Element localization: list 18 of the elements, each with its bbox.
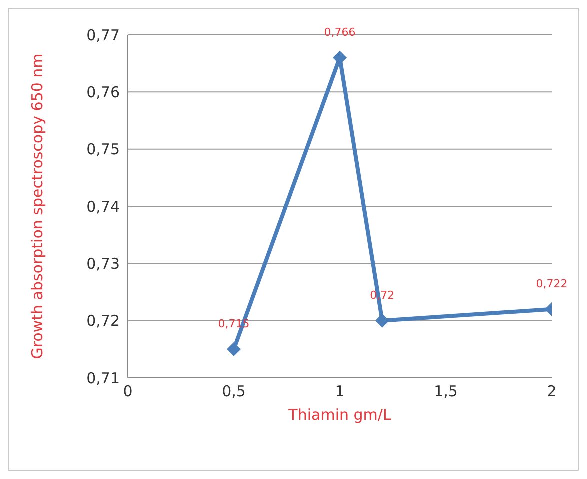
y-tick-label: 0,71 <box>86 369 120 388</box>
x-tick-label: 1,5 <box>434 382 458 401</box>
point <box>227 342 241 356</box>
y-tick-label: 0,76 <box>86 83 120 102</box>
data-label: 0,722 <box>536 277 568 290</box>
x-tick-label: 2 <box>547 382 557 401</box>
x-tick-label: 0,5 <box>222 382 246 401</box>
y-tick-label: 0,77 <box>86 26 120 44</box>
x-tick-label: 1 <box>335 382 345 401</box>
point <box>375 314 390 328</box>
x-tick-label: 0 <box>123 382 133 401</box>
y-axis-title: Growth absorption spectroscopy 650 nm <box>28 54 46 360</box>
data-label: 0,766 <box>324 26 356 39</box>
y-tick-label: 0,73 <box>86 254 120 273</box>
y-tick-label: 0,72 <box>86 312 120 330</box>
y-tick-label: 0,74 <box>86 198 120 216</box>
x-axis-title: Thiamin gm/L <box>288 406 392 424</box>
y-tick-label: 0,75 <box>86 140 120 159</box>
